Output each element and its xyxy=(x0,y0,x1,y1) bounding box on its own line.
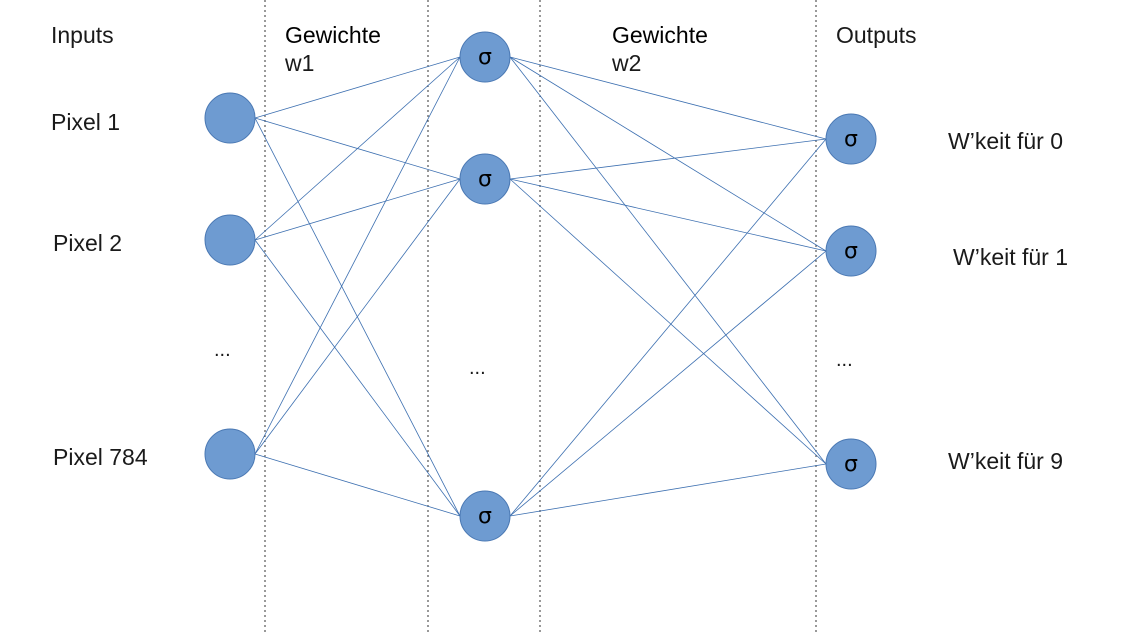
hidden-ellipsis: ... xyxy=(469,357,486,379)
hidden-node-2-sigma: σ xyxy=(478,504,492,529)
column-dividers xyxy=(264,0,817,632)
outputs-header: Outputs xyxy=(836,22,917,48)
edge-hidden-0-output-0 xyxy=(509,56,827,140)
edge-input-1-hidden-1 xyxy=(254,178,461,241)
input-node-0 xyxy=(204,92,256,144)
edge-hidden-1-output-2 xyxy=(509,178,827,465)
output-ellipsis: ... xyxy=(836,349,853,371)
input-ellipsis: ... xyxy=(214,339,231,361)
hidden-node-1: σ xyxy=(459,153,511,205)
connections xyxy=(254,56,827,517)
weights1-title: Gewichte xyxy=(285,22,381,48)
weights2-subtitle: w2 xyxy=(612,50,642,76)
inputs-header: Inputs xyxy=(51,22,114,48)
edge-hidden-0-output-2 xyxy=(509,56,827,465)
output-node-2-sigma: σ xyxy=(844,452,858,477)
input-label-pixel-1: Pixel 1 xyxy=(51,109,121,135)
weights2-title: Gewichte xyxy=(612,22,708,48)
output-label-0: W’keit für 0 xyxy=(948,128,1064,154)
weights1-subtitle: w1 xyxy=(285,50,315,76)
output-node-0-sigma: σ xyxy=(844,127,858,152)
edge-hidden-2-output-1 xyxy=(509,250,827,517)
edge-input-1-hidden-2 xyxy=(254,239,461,517)
output-node-1: σ xyxy=(825,225,877,277)
input-node-2 xyxy=(204,428,256,480)
edge-input-2-hidden-1 xyxy=(254,178,461,455)
edge-input-1-hidden-0 xyxy=(254,56,461,241)
input-label-pixel-2: Pixel 2 xyxy=(53,230,123,256)
input-node-1 xyxy=(204,214,256,266)
edge-hidden-2-output-0 xyxy=(509,138,827,517)
input-label-pixel-784: Pixel 784 xyxy=(53,444,148,470)
edge-input-2-hidden-0 xyxy=(254,56,461,455)
edge-hidden-1-output-0 xyxy=(509,138,827,180)
output-label-1: W’keit für 1 xyxy=(953,244,1069,270)
edge-input-2-hidden-2 xyxy=(254,453,461,517)
edge-hidden-0-output-1 xyxy=(509,56,827,252)
edge-hidden-2-output-2 xyxy=(509,463,827,517)
hidden-node-2: σ xyxy=(459,490,511,542)
output-node-2: σ xyxy=(825,438,877,490)
edge-hidden-1-output-1 xyxy=(509,178,827,252)
edge-input-0-hidden-0 xyxy=(254,56,461,119)
hidden-node-1-sigma: σ xyxy=(478,167,492,192)
hidden-node-0-sigma: σ xyxy=(478,45,492,70)
output-label-9: W’keit für 9 xyxy=(948,448,1064,474)
output-node-0: σ xyxy=(825,113,877,165)
hidden-node-0: σ xyxy=(459,31,511,83)
nodes: σ σ σ σ σ σ xyxy=(204,31,877,542)
output-node-1-sigma: σ xyxy=(844,239,858,264)
